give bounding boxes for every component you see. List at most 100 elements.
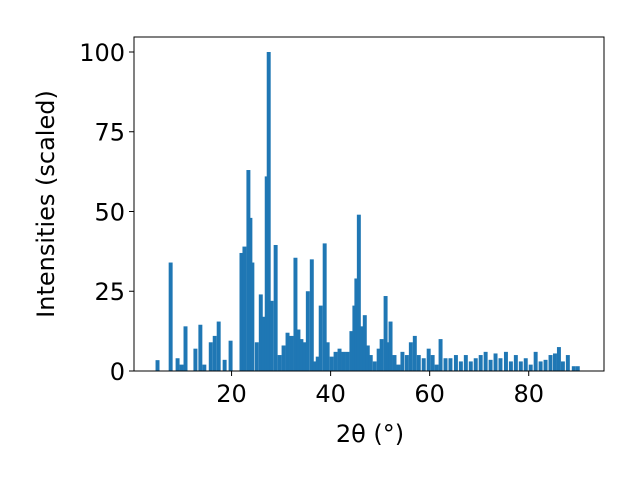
bar xyxy=(242,246,247,371)
bar xyxy=(468,361,473,371)
bar xyxy=(239,252,244,371)
bar xyxy=(329,356,334,371)
bar xyxy=(448,358,453,371)
bar xyxy=(483,351,488,371)
bar xyxy=(543,359,548,371)
bar xyxy=(341,351,346,371)
bar xyxy=(412,335,417,371)
bar xyxy=(548,355,553,371)
bar xyxy=(175,358,180,371)
bar xyxy=(312,361,317,371)
bar xyxy=(365,345,370,371)
bar xyxy=(289,335,294,371)
y-tick-label: 25 xyxy=(94,278,125,306)
bar xyxy=(400,351,405,371)
bar xyxy=(222,359,227,371)
bar xyxy=(315,356,320,371)
bar xyxy=(404,355,409,371)
bar xyxy=(354,278,359,371)
bar xyxy=(296,329,301,371)
y-tick-label: 0 xyxy=(110,358,125,386)
bar xyxy=(349,331,354,371)
bar xyxy=(356,214,361,371)
y-tick-label: 50 xyxy=(94,198,125,226)
bar xyxy=(396,364,401,371)
bar xyxy=(285,332,290,371)
bar xyxy=(322,243,327,371)
bar xyxy=(571,366,576,371)
bar xyxy=(216,321,221,371)
bar xyxy=(305,291,310,371)
bar xyxy=(518,361,523,371)
bar xyxy=(155,360,160,371)
bar xyxy=(254,342,259,371)
bar xyxy=(193,348,198,371)
bar xyxy=(438,339,443,371)
bar xyxy=(556,347,561,371)
bar xyxy=(453,355,458,371)
bar xyxy=(183,326,188,371)
bar xyxy=(202,364,207,371)
bar xyxy=(208,342,213,371)
y-axis-label: Intensities (scaled) xyxy=(32,90,60,318)
bar xyxy=(383,296,388,371)
bar xyxy=(421,358,426,371)
bar xyxy=(528,364,533,371)
bar xyxy=(565,355,570,371)
bar xyxy=(478,355,483,371)
bar xyxy=(309,259,314,371)
plot-frame xyxy=(133,36,605,372)
x-tick-label: 20 xyxy=(216,380,247,408)
bar xyxy=(458,361,463,371)
bar xyxy=(488,359,493,371)
bar xyxy=(250,262,255,371)
bar xyxy=(337,348,342,371)
bar xyxy=(523,358,528,371)
bar xyxy=(430,355,435,371)
bar xyxy=(362,315,367,371)
bar xyxy=(277,355,282,371)
bar xyxy=(508,361,513,371)
bar xyxy=(333,351,338,371)
bar xyxy=(359,326,364,371)
bar xyxy=(443,358,448,371)
bar xyxy=(426,348,431,371)
bar xyxy=(179,364,184,371)
bar xyxy=(498,358,503,371)
bar xyxy=(168,262,173,371)
y-tick-label: 100 xyxy=(79,39,125,67)
bar xyxy=(325,342,330,371)
bar xyxy=(379,339,384,371)
bar xyxy=(560,361,565,371)
x-tick-label: 60 xyxy=(414,380,445,408)
bar xyxy=(388,321,393,371)
bar xyxy=(503,351,508,371)
x-tick-label: 40 xyxy=(315,380,346,408)
bar xyxy=(302,342,307,371)
bar xyxy=(198,324,203,371)
bar xyxy=(552,353,557,371)
bar xyxy=(269,300,274,371)
bar xyxy=(281,345,286,371)
bar xyxy=(434,364,439,371)
bar xyxy=(318,305,323,371)
bar xyxy=(463,355,468,371)
bar xyxy=(293,257,298,371)
bar xyxy=(258,294,263,371)
bar xyxy=(261,316,266,371)
bar xyxy=(408,342,413,371)
y-tick-label: 75 xyxy=(94,119,125,147)
x-tick-label: 80 xyxy=(513,380,544,408)
bar xyxy=(345,351,350,371)
bar xyxy=(392,355,397,371)
bar xyxy=(493,353,498,371)
bar xyxy=(228,340,233,371)
bar xyxy=(372,361,377,371)
bar xyxy=(273,244,278,371)
bar xyxy=(212,335,217,371)
bar xyxy=(416,355,421,371)
bar xyxy=(473,358,478,371)
bar xyxy=(266,51,271,371)
bar xyxy=(575,366,580,371)
